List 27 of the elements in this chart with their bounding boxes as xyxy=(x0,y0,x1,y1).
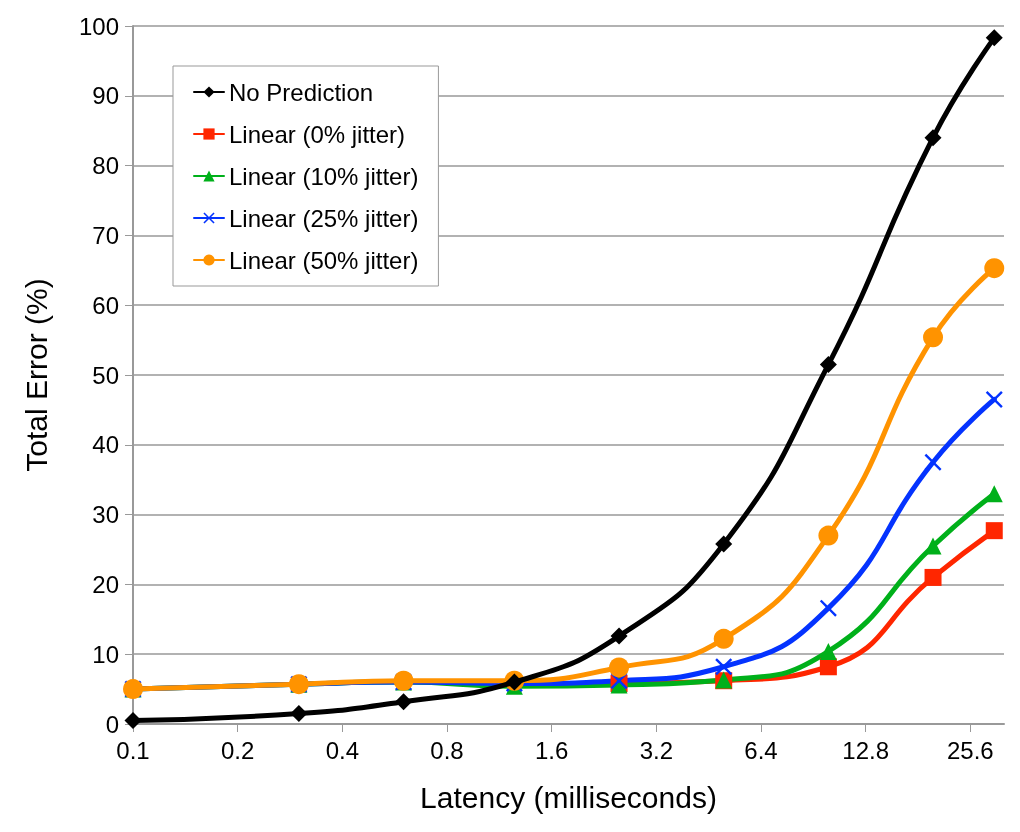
legend-label: Linear (0% jitter) xyxy=(229,120,406,148)
legend-label: Linear (10% jitter) xyxy=(229,162,419,190)
y-tick-label: 20 xyxy=(92,570,119,598)
y-tick-label: 30 xyxy=(92,501,119,529)
legend-label: Linear (50% jitter) xyxy=(229,246,419,274)
y-tick-label: 90 xyxy=(92,82,119,110)
y-axis-title: Total Error (%) xyxy=(19,278,53,472)
x-tick-label: 0.1 xyxy=(116,736,150,764)
legend-label: No Prediction xyxy=(229,78,374,106)
y-tick-label: 80 xyxy=(92,152,119,180)
y-tick-label: 10 xyxy=(92,640,119,668)
x-tick-label: 3.2 xyxy=(639,736,673,764)
y-tick-label: 40 xyxy=(92,431,119,459)
legend-label: Linear (25% jitter) xyxy=(229,204,419,232)
x-tick-label: 0.8 xyxy=(430,736,464,764)
x-tick-label: 25.6 xyxy=(946,736,994,764)
x-tick-label: 1.6 xyxy=(534,736,569,764)
y-tick-label: 50 xyxy=(92,361,119,389)
x-tick-label: 6.4 xyxy=(744,736,778,764)
x-tick-label: 0.2 xyxy=(220,736,255,764)
y-tick-label: 100 xyxy=(78,12,119,40)
y-tick-label: 0 xyxy=(105,710,119,738)
x-tick-label: 12.8 xyxy=(842,736,889,764)
x-axis-title: Latency (milliseconds) xyxy=(420,780,717,814)
y-tick-label: 70 xyxy=(92,221,119,249)
y-tick-label: 60 xyxy=(92,291,119,319)
x-tick-label: 0.4 xyxy=(325,736,360,764)
